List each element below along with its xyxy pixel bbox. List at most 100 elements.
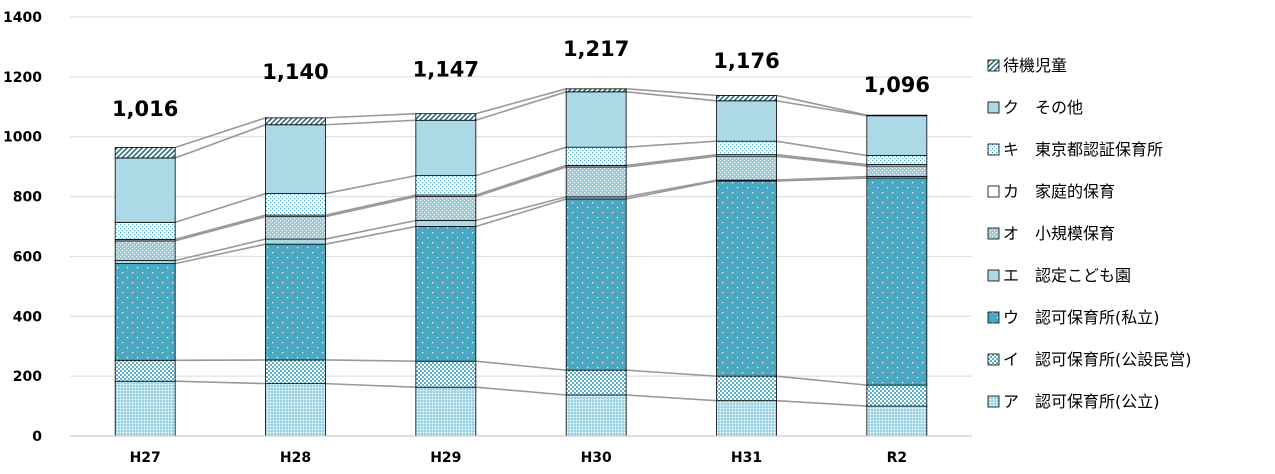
bar-segment bbox=[115, 158, 175, 222]
bar-segment bbox=[266, 118, 326, 125]
total-value-label: 1,147 bbox=[413, 58, 479, 82]
series-connector-line bbox=[175, 125, 265, 158]
legend-label: ア 認可保育所(公立) bbox=[1003, 392, 1160, 411]
series-connector-line bbox=[626, 89, 716, 96]
bar-segment bbox=[566, 89, 626, 92]
series-connector-line bbox=[175, 381, 265, 383]
bar-segment bbox=[416, 120, 476, 175]
legend-swatch bbox=[988, 228, 999, 239]
bar-segment bbox=[717, 101, 777, 141]
bar-segment bbox=[867, 406, 927, 436]
series-connector-line bbox=[326, 176, 416, 194]
legend-label: ク その他 bbox=[1003, 98, 1083, 117]
y-tick-label: 400 bbox=[13, 309, 42, 325]
legend-label: オ 小規模保育 bbox=[1003, 224, 1115, 243]
series-connector-line bbox=[175, 244, 265, 263]
legend-item: オ 小規模保育 bbox=[988, 224, 1115, 243]
legend-item: イ 認可保育所(公設民営) bbox=[988, 350, 1192, 369]
series-connector-line bbox=[626, 156, 716, 167]
series-connector-line bbox=[175, 118, 265, 148]
series-connector-line bbox=[476, 361, 566, 370]
series-connector-line bbox=[626, 180, 716, 197]
y-tick-label: 0 bbox=[32, 429, 42, 445]
legend-swatch bbox=[988, 102, 999, 113]
series-connector-line bbox=[777, 376, 867, 385]
bar-segment bbox=[867, 116, 927, 156]
series-connector-line bbox=[175, 217, 265, 241]
x-tick-label: H27 bbox=[130, 450, 161, 466]
bar-segment bbox=[566, 167, 626, 197]
bar-segment bbox=[416, 387, 476, 436]
legend-item: ア 認可保育所(公立) bbox=[988, 392, 1160, 411]
bar-segment bbox=[416, 176, 476, 195]
series-connector-line bbox=[476, 165, 566, 195]
series-connector-line bbox=[326, 114, 416, 118]
series-connector-line bbox=[326, 195, 416, 215]
bar-segment bbox=[717, 95, 777, 100]
bar-segment bbox=[717, 181, 777, 376]
bar-segment bbox=[115, 360, 175, 381]
legend-label: イ 認可保育所(公設民営) bbox=[1003, 350, 1192, 369]
bar-segment bbox=[717, 376, 777, 401]
series-connector-line bbox=[326, 360, 416, 361]
bar-segment bbox=[867, 178, 927, 385]
legend-swatch bbox=[988, 312, 999, 323]
total-value-label: 1,176 bbox=[713, 49, 779, 73]
bar-segment bbox=[266, 244, 326, 360]
bar-segment bbox=[115, 264, 175, 361]
total-value-label: 1,217 bbox=[563, 37, 629, 61]
bar-segment bbox=[867, 156, 927, 165]
legend-label: カ 家庭的保育 bbox=[1003, 182, 1115, 201]
bar-segment bbox=[416, 227, 476, 362]
series-connector-line bbox=[326, 120, 416, 124]
series-connector-line bbox=[626, 92, 716, 101]
bar-segment bbox=[266, 194, 326, 216]
legend-label: エ 認定こども園 bbox=[1003, 266, 1131, 285]
legend-swatch bbox=[988, 396, 999, 407]
legend-item: ウ 認可保育所(私立) bbox=[988, 308, 1160, 327]
total-value-label: 1,096 bbox=[864, 73, 930, 97]
bar-segment bbox=[266, 125, 326, 194]
bar-segment bbox=[566, 92, 626, 147]
series-connector-line bbox=[476, 387, 566, 395]
legend-item: カ 家庭的保育 bbox=[988, 182, 1115, 201]
series-connector-line bbox=[626, 141, 716, 147]
x-tick-label: H28 bbox=[280, 450, 311, 466]
y-tick-label: 200 bbox=[13, 369, 42, 385]
y-tick-label: 600 bbox=[13, 249, 42, 265]
legend-swatch bbox=[988, 144, 999, 155]
x-tick-label: H29 bbox=[430, 450, 461, 466]
bar-segment bbox=[867, 166, 927, 176]
bar-segment bbox=[717, 401, 777, 436]
legend-swatch bbox=[988, 186, 999, 197]
legend-label: ウ 認可保育所(私立) bbox=[1003, 308, 1160, 327]
series-connector-line bbox=[777, 141, 867, 155]
bars bbox=[115, 89, 927, 436]
bar-segment bbox=[566, 147, 626, 165]
bar-segment bbox=[867, 385, 927, 406]
bar-segment bbox=[867, 115, 927, 116]
bar-segment bbox=[566, 199, 626, 370]
series-connector-line bbox=[777, 401, 867, 406]
series-connector-line bbox=[476, 92, 566, 120]
x-tick-label: R2 bbox=[887, 450, 908, 466]
y-tick-label: 800 bbox=[13, 190, 42, 206]
legend-swatch bbox=[988, 270, 999, 281]
bar-segment bbox=[115, 241, 175, 261]
bar-segment bbox=[266, 384, 326, 436]
bar-segment bbox=[115, 222, 175, 239]
x-tick-label: H31 bbox=[731, 450, 762, 466]
bar-segment bbox=[717, 141, 777, 154]
series-connector-line bbox=[626, 395, 716, 401]
series-connector-line bbox=[476, 197, 566, 221]
bar-segment bbox=[115, 147, 175, 157]
bar-segment bbox=[416, 361, 476, 387]
bar-segment bbox=[115, 381, 175, 436]
bar-segment bbox=[416, 197, 476, 221]
x-tick-label: H30 bbox=[581, 450, 612, 466]
legend-item: キ 東京都認証保育所 bbox=[988, 140, 1163, 159]
series-connector-line bbox=[626, 155, 716, 166]
legend-item: エ 認定こども園 bbox=[988, 266, 1131, 285]
legend-swatch bbox=[988, 60, 999, 71]
bar-segment bbox=[717, 156, 777, 180]
